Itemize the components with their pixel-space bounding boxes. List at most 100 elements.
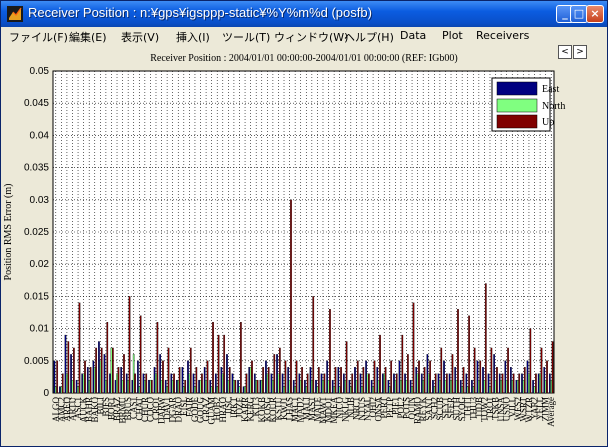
x-tick-label: LHAS	[285, 397, 295, 421]
y-tick-label: 0	[43, 388, 49, 399]
y-tick-label: 0.025	[24, 227, 49, 238]
menu-data[interactable]: Data	[400, 29, 427, 42]
x-tick-label: SFER	[446, 397, 456, 419]
menu-file[interactable]: ファイル(F)	[9, 31, 68, 44]
bar-north	[221, 373, 224, 394]
bar-up	[412, 302, 415, 394]
x-tick-label: DAV1	[162, 397, 172, 420]
x-tick-label: ARTU	[67, 397, 77, 421]
bar-north	[294, 386, 296, 394]
bar-north	[160, 379, 163, 394]
x-tick-label: ASC1	[73, 397, 83, 419]
x-tick-label: CRO1	[151, 397, 161, 420]
menu-insert[interactable]: 挿入(I)	[176, 31, 210, 44]
x-tick-label: ZIMM	[541, 397, 551, 422]
bar-up	[223, 334, 226, 394]
y-tick-label: 0.005	[24, 356, 49, 367]
bar-north	[132, 354, 135, 394]
legend-north-swatch	[496, 98, 538, 113]
bar-north	[455, 379, 458, 394]
menu-tools[interactable]: ツール(T)	[222, 31, 271, 44]
bar-north	[322, 379, 324, 394]
bar-east	[125, 373, 128, 394]
bar-north	[472, 386, 475, 394]
bar-east	[370, 379, 373, 394]
menu-edit[interactable]: 編集(E)	[69, 31, 107, 44]
bar-up	[457, 309, 459, 394]
bar-east	[86, 367, 89, 394]
bar-north	[266, 373, 269, 394]
bar-north	[394, 379, 397, 394]
bar-up	[106, 322, 109, 394]
x-tick-label: DARW	[157, 396, 167, 424]
bar-east	[53, 360, 56, 394]
bar-north	[327, 379, 330, 394]
minimize-button[interactable]: _	[556, 5, 574, 23]
y-tick-label: 0.02	[30, 259, 50, 270]
x-tick-label: NRC1	[351, 397, 361, 420]
bar-north	[405, 379, 408, 394]
chart-title: Receiver Position : 2004/01/01 00:00:00-…	[150, 53, 458, 64]
x-tick-label: IISC	[223, 397, 233, 414]
bar-north	[444, 379, 447, 394]
x-tick-label: AMC2	[56, 397, 66, 422]
bar-up	[139, 315, 142, 394]
x-tick-label: OHI2	[368, 397, 378, 418]
bar-north	[299, 379, 302, 394]
x-tick-label: MAC1	[290, 397, 300, 422]
bar-up	[201, 373, 203, 394]
bar-east	[515, 379, 518, 394]
bar-up	[368, 373, 370, 394]
bar-up	[273, 354, 276, 394]
x-tick-label: ONSA	[374, 397, 384, 422]
next-button[interactable]: >	[573, 45, 587, 59]
x-tick-label: SCUB	[435, 397, 445, 421]
bar-up	[501, 373, 504, 394]
bar-north	[416, 373, 419, 394]
bar-east	[103, 354, 106, 394]
bar-east	[120, 367, 123, 394]
x-tick-label: KOUR	[268, 397, 278, 423]
bar-north	[71, 379, 74, 394]
bar-up	[390, 360, 393, 394]
menu-help[interactable]: ヘルプ(H)	[344, 31, 394, 44]
x-tick-label: HRAO	[218, 397, 228, 423]
x-tick-label: TIDB	[474, 397, 484, 418]
bar-north	[533, 386, 536, 394]
bar-east	[253, 373, 256, 394]
legend-up-label: Up	[542, 117, 554, 128]
bar-up	[334, 367, 337, 394]
bar-north	[539, 373, 541, 394]
bar-north	[138, 386, 141, 394]
x-tick-label: TOW2	[479, 397, 489, 422]
bar-east	[292, 379, 295, 394]
bar-east	[471, 379, 473, 394]
bar-north	[333, 386, 335, 394]
menu-receivers[interactable]: Receivers	[476, 29, 530, 42]
bar-up	[407, 354, 409, 394]
close-button[interactable]: ×	[586, 5, 604, 23]
x-tick-label: POL2	[396, 397, 406, 419]
menu-window[interactable]: ウィンドウ(W)	[274, 31, 349, 44]
bar-east	[398, 360, 401, 394]
x-tick-label: KSTU	[273, 397, 283, 421]
bar-up	[340, 367, 342, 394]
bar-up	[546, 360, 548, 394]
bar-north	[272, 379, 274, 394]
grid-lines	[53, 71, 554, 393]
x-tick-label: MDO1	[324, 397, 334, 423]
bar-up	[217, 334, 220, 394]
bar-up	[484, 283, 487, 394]
x-tick-label: MAD2	[296, 397, 306, 423]
bar-up	[351, 373, 354, 394]
x-tick-label: GODE	[190, 397, 200, 422]
menu-plot[interactable]: Plot	[442, 29, 463, 42]
x-tick-label: NLIB	[346, 397, 356, 418]
bar-north	[528, 373, 530, 394]
bar-north	[550, 379, 553, 394]
title-bar[interactable]: Receiver Position : n:¥gps¥igsppp-static…	[1, 1, 607, 27]
prev-button[interactable]: <	[558, 45, 572, 59]
menu-view[interactable]: 表示(V)	[121, 31, 160, 44]
